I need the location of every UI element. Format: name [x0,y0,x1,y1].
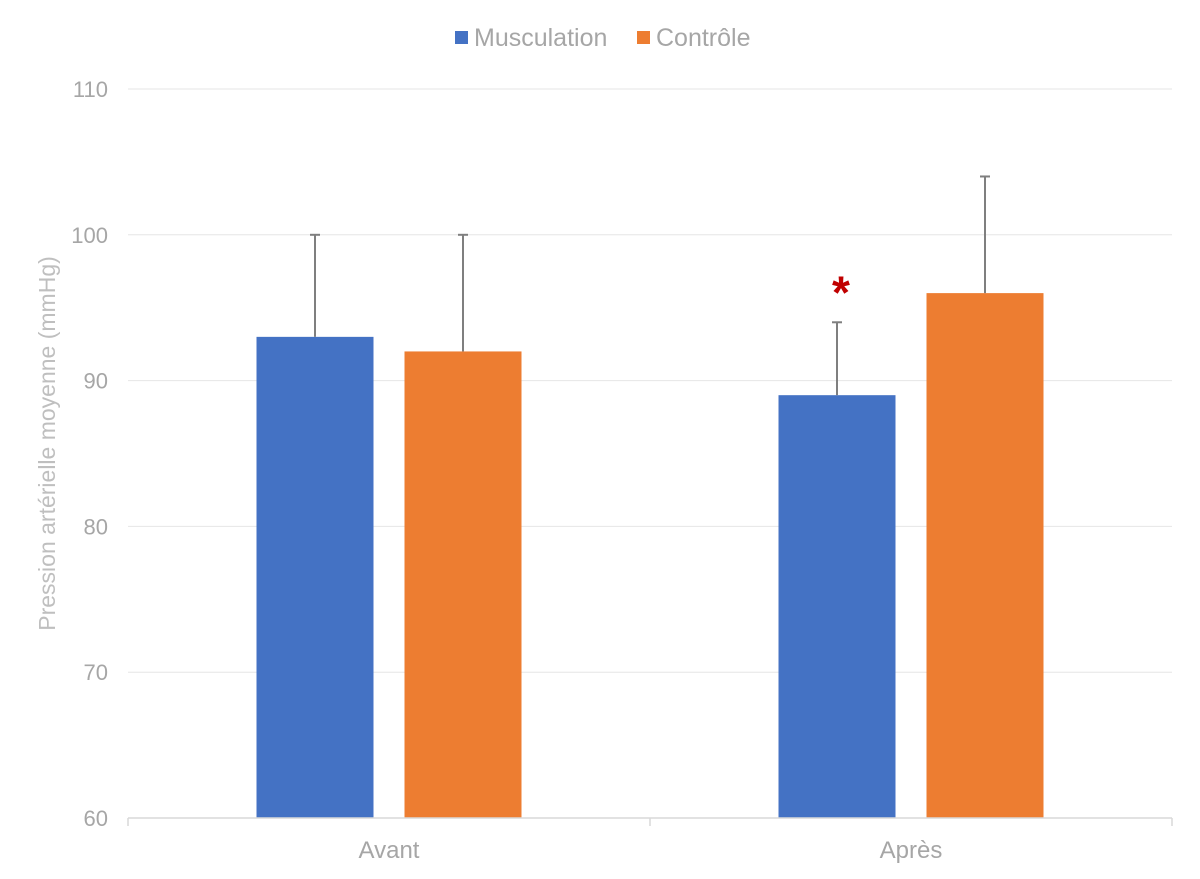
x-axis-categories: Avant Après [359,837,943,864]
legend: Musculation Contrôle [455,24,751,52]
y-tick-label: 90 [84,369,108,394]
x-category-label: Avant [359,837,420,864]
legend-swatch-contrôle [637,31,650,44]
annotations: * [832,267,850,319]
y-tick-label: 60 [84,806,108,831]
x-category-label: Après [880,837,943,864]
y-tick-label: 70 [84,660,108,685]
y-axis-label: Pression artérielle moyenne (mmHg) [34,256,60,631]
bar-musculation-avant [256,336,374,818]
x-axis [127,817,1173,826]
legend-label: Contrôle [656,24,751,52]
bar-musculation-après [778,395,896,818]
y-tick-label: 110 [73,77,108,102]
error-bars [310,175,990,396]
y-tick-label: 100 [71,223,108,248]
bar-contrôle-avant [404,351,522,818]
y-tick-label: 80 [84,514,108,539]
significance-marker: * [832,267,850,319]
bar-contrôle-après [926,293,1044,818]
legend-swatch-musculation [455,31,468,44]
legend-label: Musculation [474,24,607,52]
y-axis-ticks: 60 70 80 90 100 110 [71,77,108,831]
bars [256,293,1044,818]
